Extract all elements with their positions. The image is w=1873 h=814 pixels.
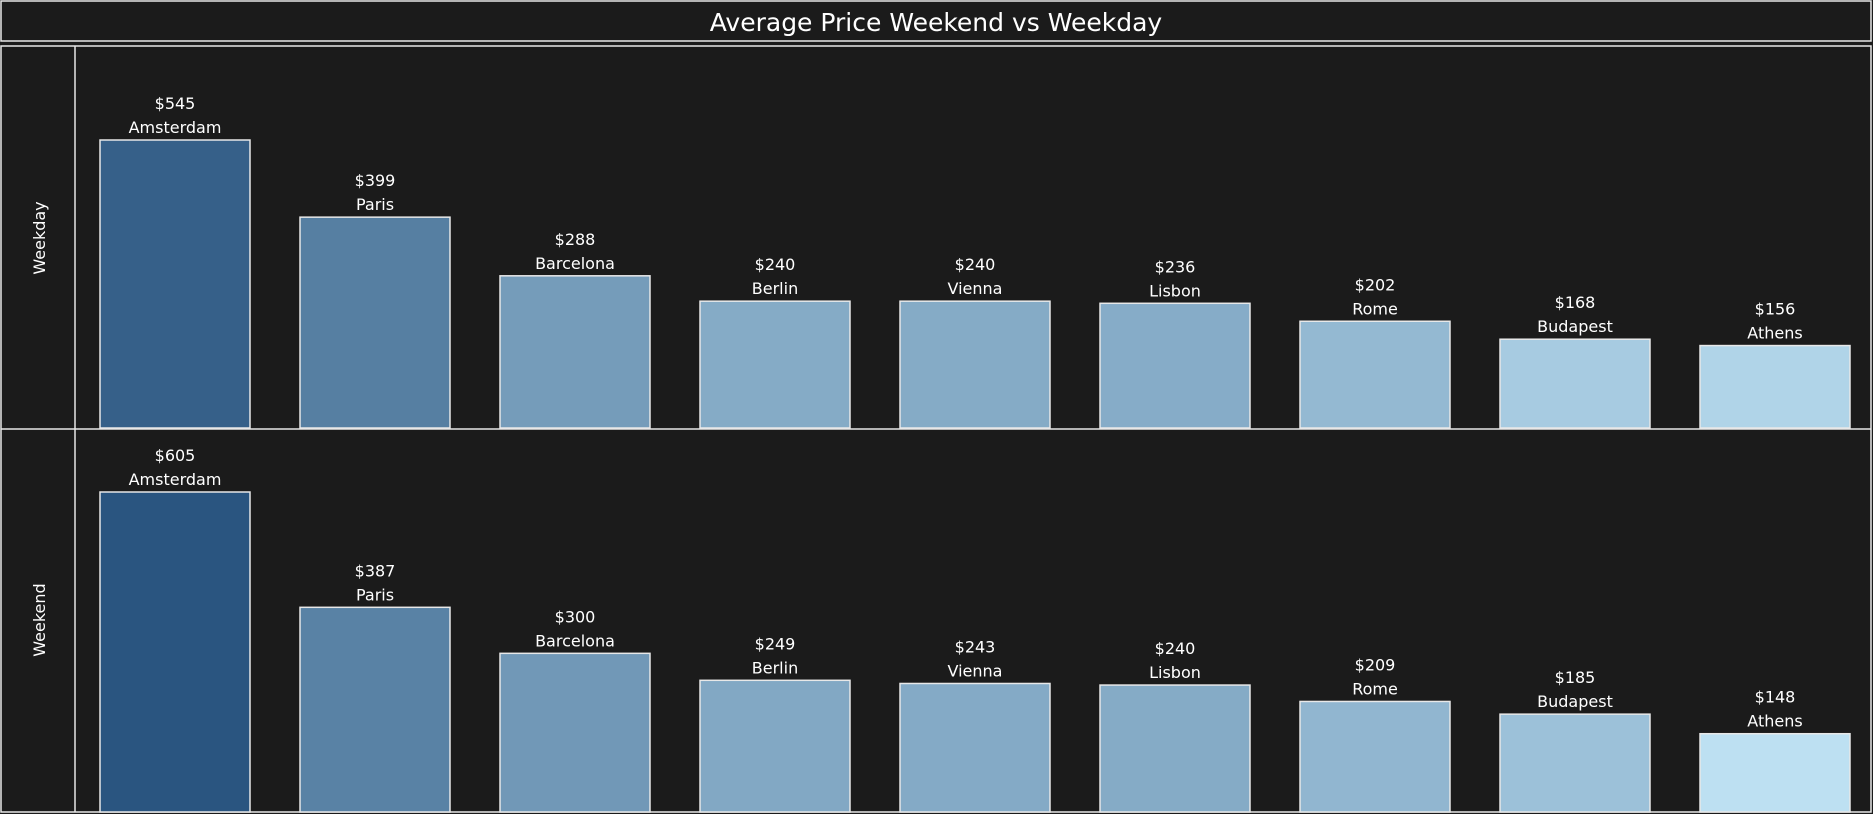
value-label-weekday-paris: $399: [355, 171, 396, 190]
bar-weekday-paris: [299, 216, 451, 429]
bars-layer: Amsterdam $545 Paris $399 Barcelona $288 Berli…: [99, 94, 1851, 813]
category-label-weekend-rome: Rome: [1352, 679, 1398, 698]
value-label-weekday-amsterdam: $545: [155, 94, 196, 113]
category-label-weekday-barcelona: Barcelona: [535, 254, 615, 273]
value-label-weekend-vienna: $243: [955, 637, 996, 656]
category-label-weekday-berlin: Berlin: [752, 279, 798, 298]
bar-weekend-berlin: [699, 679, 851, 813]
value-label-weekend-budapest: $185: [1555, 668, 1596, 687]
value-label-weekday-lisbon: $236: [1155, 257, 1196, 276]
category-label-weekday-budapest: Budapest: [1537, 317, 1613, 336]
value-label-weekday-rome: $202: [1355, 275, 1396, 294]
category-label-weekday-athens: Athens: [1747, 324, 1802, 343]
bar-weekend-budapest: [1499, 713, 1651, 813]
bar-weekend-paris: [299, 606, 451, 813]
value-label-weekend-barcelona: $300: [555, 607, 596, 626]
value-label-weekday-barcelona: $288: [555, 230, 596, 249]
value-label-weekday-budapest: $168: [1555, 293, 1596, 312]
category-label-weekend-lisbon: Lisbon: [1149, 663, 1201, 682]
bar-weekend-rome: [1299, 700, 1451, 813]
category-label-weekend-budapest: Budapest: [1537, 692, 1613, 711]
bar-weekend-athens: [1699, 732, 1851, 813]
chart-title: Average Price Weekend vs Weekday: [710, 8, 1163, 37]
bar-weekend-barcelona: [499, 652, 651, 813]
category-label-weekend-berlin: Berlin: [752, 658, 798, 677]
value-label-weekday-vienna: $240: [955, 255, 996, 274]
bar-weekday-amsterdam: [99, 139, 251, 429]
category-label-weekend-paris: Paris: [356, 585, 394, 604]
bar-weekday-berlin: [699, 300, 851, 429]
value-label-weekend-paris: $387: [355, 561, 396, 580]
category-label-weekday-rome: Rome: [1352, 299, 1398, 318]
bar-weekend-amsterdam: [99, 491, 251, 813]
category-label-weekday-paris: Paris: [356, 195, 394, 214]
bar-weekend-vienna: [899, 682, 1051, 813]
category-label-weekend-vienna: Vienna: [948, 661, 1003, 680]
value-label-weekday-athens: $156: [1755, 300, 1796, 319]
category-label-weekend-barcelona: Barcelona: [535, 631, 615, 650]
category-label-weekday-lisbon: Lisbon: [1149, 281, 1201, 300]
bar-weekday-vienna: [899, 300, 1051, 429]
category-label-weekend-amsterdam: Amsterdam: [129, 470, 222, 489]
bar-weekend-lisbon: [1099, 684, 1251, 813]
row-label-weekday: Weekday: [30, 201, 49, 274]
bar-weekday-lisbon: [1099, 302, 1251, 429]
category-label-weekday-vienna: Vienna: [948, 279, 1003, 298]
value-label-weekend-athens: $148: [1755, 688, 1796, 707]
bar-weekday-athens: [1699, 344, 1851, 429]
value-label-weekend-rome: $209: [1355, 655, 1396, 674]
bar-weekday-budapest: [1499, 338, 1651, 429]
bar-weekday-barcelona: [499, 275, 651, 429]
category-label-weekend-athens: Athens: [1747, 712, 1802, 731]
value-label-weekend-lisbon: $240: [1155, 639, 1196, 658]
category-label-weekday-amsterdam: Amsterdam: [129, 118, 222, 137]
value-label-weekday-berlin: $240: [755, 255, 796, 274]
title-frame: [0, 0, 1872, 42]
row-label-weekend: Weekend: [30, 583, 49, 656]
value-label-weekend-amsterdam: $605: [155, 446, 196, 465]
bar-weekday-rome: [1299, 320, 1451, 429]
value-label-weekend-berlin: $249: [755, 634, 796, 653]
